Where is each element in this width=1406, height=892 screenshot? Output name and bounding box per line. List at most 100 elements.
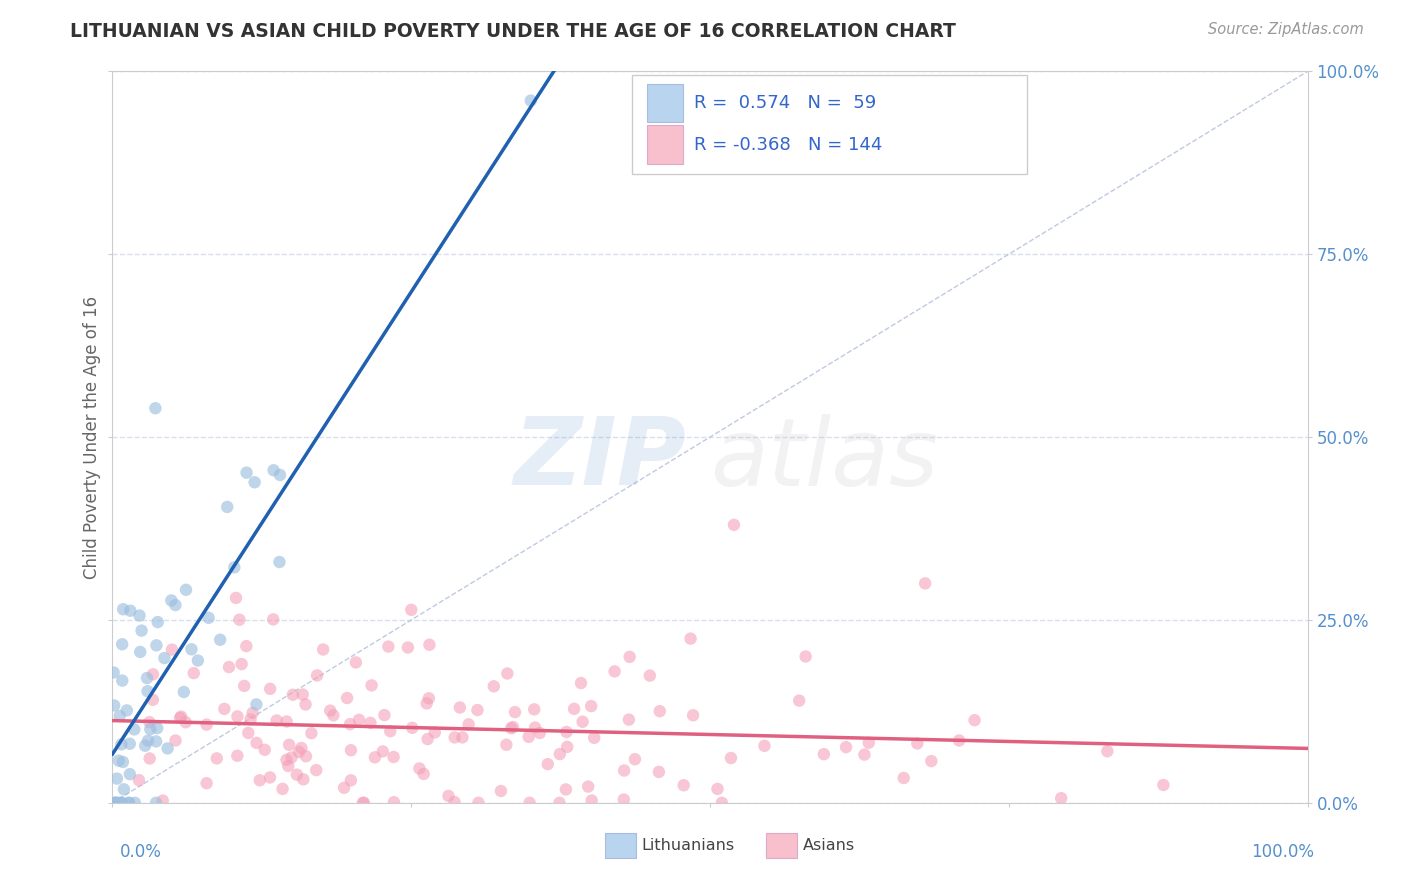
Point xyxy=(145,796,167,810)
Point xyxy=(579,699,602,714)
Point xyxy=(555,739,578,754)
Point xyxy=(423,725,446,739)
Point xyxy=(169,711,191,725)
Point xyxy=(285,767,308,781)
Point xyxy=(613,792,636,806)
Point xyxy=(336,691,359,706)
Point xyxy=(160,642,183,657)
Point xyxy=(813,747,835,761)
Point xyxy=(104,796,127,810)
Point xyxy=(145,638,167,652)
Point xyxy=(108,709,131,723)
Point xyxy=(225,591,247,605)
Point xyxy=(105,772,128,786)
Y-axis label: Child Poverty Under the Age of 16: Child Poverty Under the Age of 16 xyxy=(83,295,101,579)
Point xyxy=(377,640,399,654)
Point xyxy=(238,726,260,740)
Point xyxy=(339,717,361,731)
Point xyxy=(583,731,606,745)
Point xyxy=(239,713,262,727)
Point xyxy=(519,796,541,810)
Point xyxy=(136,671,159,685)
Point xyxy=(787,693,810,707)
Text: Asians: Asians xyxy=(803,838,855,853)
Point xyxy=(576,780,599,794)
Point xyxy=(104,796,127,810)
Point xyxy=(710,796,733,810)
Point xyxy=(555,725,578,739)
Point xyxy=(948,733,970,747)
Point xyxy=(197,611,219,625)
Point xyxy=(905,736,928,750)
Point xyxy=(1152,778,1174,792)
Point xyxy=(111,755,134,769)
Point xyxy=(344,656,367,670)
Text: Source: ZipAtlas.com: Source: ZipAtlas.com xyxy=(1208,22,1364,37)
Point xyxy=(482,679,505,693)
Point xyxy=(794,649,817,664)
Point xyxy=(294,698,316,712)
Point xyxy=(613,764,636,778)
Point xyxy=(333,780,356,795)
Point xyxy=(307,668,329,682)
Point xyxy=(146,721,169,735)
Point xyxy=(118,767,141,781)
Point xyxy=(648,764,671,779)
Point xyxy=(364,750,387,764)
Point xyxy=(262,612,284,626)
Point xyxy=(235,639,257,653)
Point xyxy=(416,732,439,747)
Point xyxy=(269,555,291,569)
Text: 100.0%: 100.0% xyxy=(1251,843,1315,861)
Point xyxy=(146,615,169,629)
Point xyxy=(128,608,150,623)
Point xyxy=(259,681,281,696)
Point xyxy=(489,784,512,798)
Point xyxy=(382,795,405,809)
Point xyxy=(118,737,141,751)
Point xyxy=(120,604,142,618)
Point xyxy=(373,708,395,723)
Point xyxy=(139,722,162,736)
Point xyxy=(723,517,745,532)
Point xyxy=(603,665,626,679)
Point xyxy=(1097,744,1119,758)
Point xyxy=(312,642,335,657)
Point xyxy=(638,668,661,682)
Point xyxy=(110,796,132,810)
Point xyxy=(467,796,489,810)
Point xyxy=(581,793,603,807)
Point xyxy=(524,721,547,735)
Point xyxy=(443,795,465,809)
Point xyxy=(266,714,288,728)
Point xyxy=(382,750,405,764)
Point xyxy=(103,665,125,680)
Point xyxy=(451,731,474,745)
Point xyxy=(401,721,423,735)
Point xyxy=(145,401,167,416)
Point xyxy=(209,632,232,647)
Point xyxy=(249,773,271,788)
Point xyxy=(205,751,228,765)
Point xyxy=(396,640,419,655)
Point xyxy=(496,666,519,681)
Point xyxy=(245,698,267,712)
Point xyxy=(180,642,202,657)
Text: R = -0.368   N = 144: R = -0.368 N = 144 xyxy=(695,136,883,153)
Point xyxy=(124,723,146,737)
Point xyxy=(893,771,915,785)
Point xyxy=(502,720,524,734)
Point xyxy=(305,763,328,777)
Point xyxy=(104,796,127,810)
Point xyxy=(253,743,276,757)
Point xyxy=(131,624,153,638)
Point xyxy=(401,603,423,617)
Point xyxy=(103,698,125,713)
Point xyxy=(437,789,460,803)
Point xyxy=(412,767,434,781)
Point xyxy=(292,772,315,787)
Text: LITHUANIAN VS ASIAN CHILD POVERTY UNDER THE AGE OF 16 CORRELATION CHART: LITHUANIAN VS ASIAN CHILD POVERTY UNDER … xyxy=(70,22,956,41)
Point xyxy=(276,753,298,767)
Point xyxy=(353,796,375,810)
Point xyxy=(110,737,132,751)
